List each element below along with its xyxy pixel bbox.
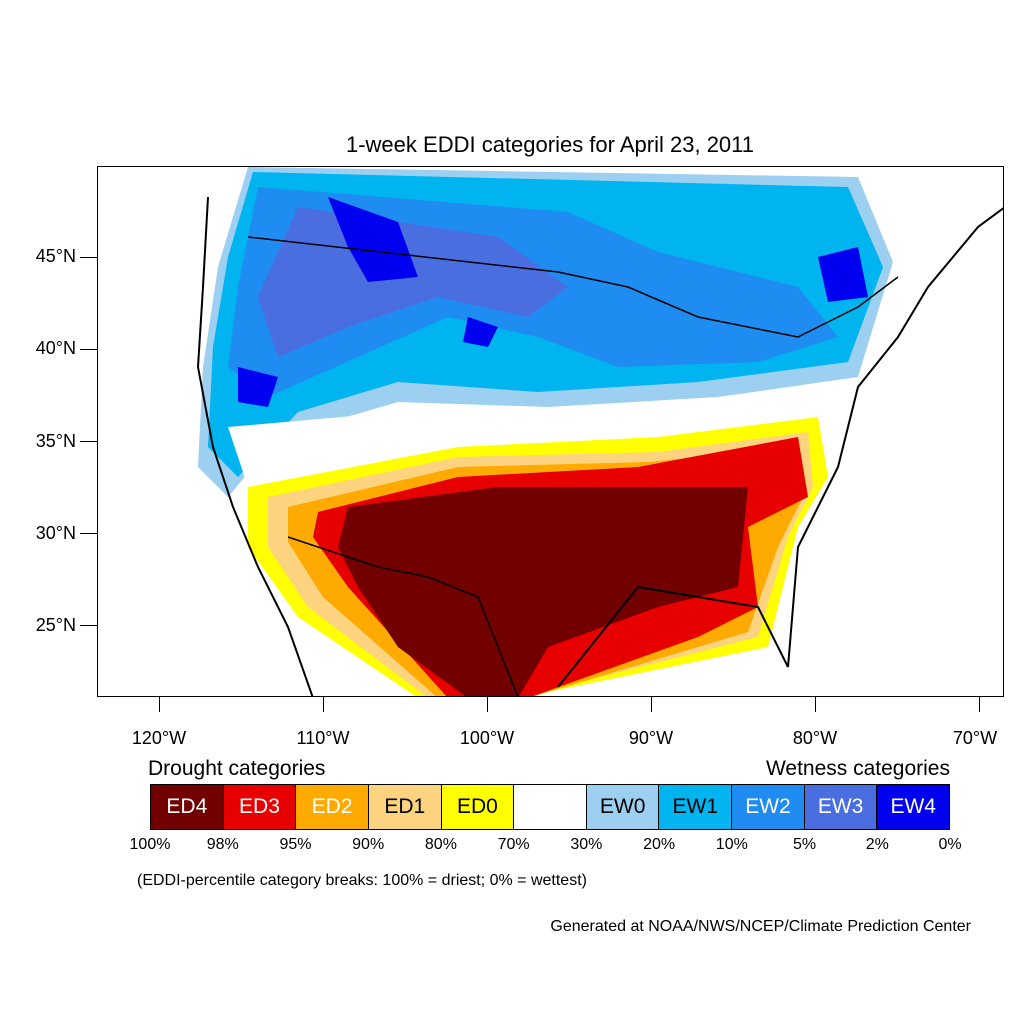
lat-label-40n: 40°N [35,338,76,358]
legend-box-ed0: ED0 [441,785,515,829]
map-panel [97,166,1004,697]
us-canada-border [247,236,899,338]
percent-break: 95% [279,836,312,853]
legend-box-ew2: EW2 [732,785,805,829]
lon-label-70w: 70°W [952,728,998,748]
category-legend: ED4 ED3 ED2 ED1 ED0 EW0 EW1 EW2 EW3 EW4 [150,784,950,830]
percent-break: 20% [643,836,676,853]
lon-label-120w: 120°W [131,728,187,748]
legend-box-ed3: ED3 [223,785,297,829]
credit-line: Generated at NOAA/NWS/NCEP/Climate Predi… [550,918,971,935]
region-ed4 [338,487,748,696]
legend-box-ew0: EW0 [586,785,660,829]
percent-break: 2% [865,836,889,853]
percent-break: 30% [570,836,603,853]
percent-break: 100% [129,836,171,853]
region-ew3 [258,207,568,357]
lon-tick [323,697,324,712]
category-breaks-note: (EDDI-percentile category breaks: 100% =… [137,872,587,889]
lon-tick [651,697,652,712]
lon-label-90w: 90°W [628,728,674,748]
lat-tick [80,349,97,350]
lat-tick [80,533,97,534]
drought-categories-heading: Drought categories [148,757,326,780]
us-mexico-border [287,536,519,696]
lat-tick [80,441,97,442]
lon-tick [487,697,488,712]
legend-box-ew4: EW4 [877,785,950,829]
map-title: 1-week EDDI categories for April 23, 201… [345,132,755,157]
lat-label-25n: 25°N [35,615,76,635]
lat-tick [80,257,97,258]
lon-label-80w: 80°W [792,728,838,748]
conus-eddi-map [196,167,1003,696]
lon-tick [815,697,816,712]
lon-tick [159,697,160,712]
percent-break: 80% [424,836,457,853]
percent-break: 98% [206,836,239,853]
legend-box-ew1: EW1 [659,785,733,829]
percent-break: 10% [715,836,748,853]
percent-break: 70% [497,836,530,853]
percent-break: 0% [938,836,962,853]
lon-tick [979,697,980,712]
coastline [196,196,1003,696]
legend-box-ed1: ED1 [368,785,442,829]
percent-break: 90% [352,836,385,853]
lat-label-45n: 45°N [35,246,76,266]
legend-box-ed2: ED2 [296,785,369,829]
legend-box-ed4: ED4 [151,785,224,829]
lat-label-35n: 35°N [35,431,76,451]
percent-break: 5% [792,836,817,853]
legend-box-ew3: EW3 [804,785,878,829]
wetness-categories-heading: Wetness categories [765,757,950,780]
lat-tick [80,625,97,626]
lon-label-100w: 100°W [459,728,515,748]
region-ew4 [238,197,868,407]
lon-label-110w: 110°W [296,728,350,748]
region-normal [228,387,838,487]
lat-label-30n: 30°N [35,523,76,543]
legend-box-normal [514,785,587,829]
